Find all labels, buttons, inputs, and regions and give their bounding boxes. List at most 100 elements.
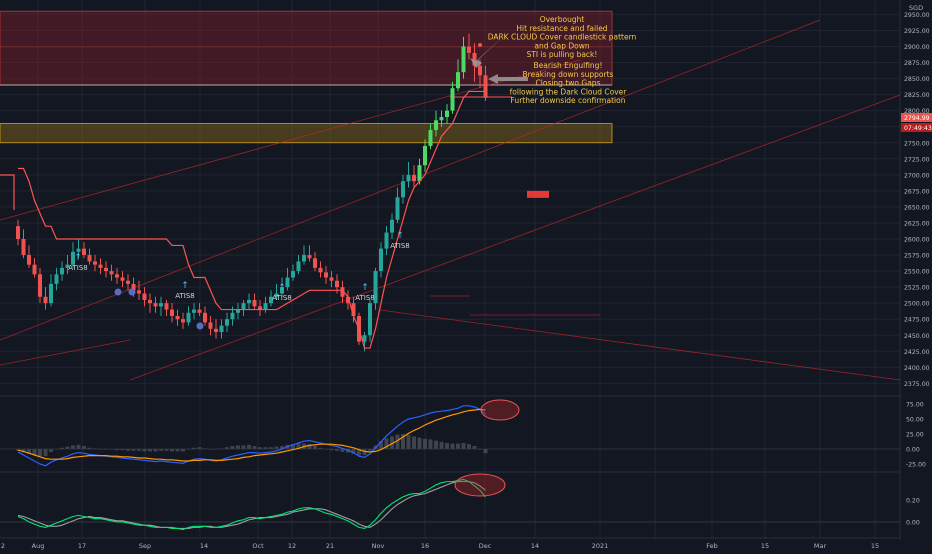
macd-histogram-bar <box>148 449 152 452</box>
countdown-tag <box>901 123 932 132</box>
signal-label: ATIS8 <box>355 294 374 302</box>
macd-histogram-bar <box>450 443 455 449</box>
candle-body <box>285 277 290 288</box>
macd-histogram-bar <box>472 446 477 449</box>
candle-body <box>296 261 301 272</box>
macd-histogram-bar <box>16 449 20 451</box>
macd-histogram-bar <box>241 445 246 449</box>
macd-histogram-bar <box>27 449 31 454</box>
candle-body <box>142 293 147 300</box>
support-zone <box>0 123 613 144</box>
macd-histogram-bar <box>38 449 42 457</box>
signal-markers: ↑ATIS8↑ATIS8↑ATIS8↑ATIS8↑ATIS8 <box>68 231 410 330</box>
macd-histogram-bar <box>307 444 312 449</box>
axis-background <box>901 0 932 550</box>
stoch-tick-label: 0.00 <box>906 519 920 526</box>
macd-histogram-bar <box>368 449 372 451</box>
time-tick-label: Nov <box>372 542 385 550</box>
macd-signal-line <box>17 408 486 462</box>
macd-histogram-bar <box>131 449 136 451</box>
candle-body <box>153 303 158 307</box>
candle-body <box>384 232 389 249</box>
time-tick-label: Mar <box>814 542 827 550</box>
candle-body <box>346 296 350 304</box>
macd-histogram-bar <box>445 443 449 449</box>
candle-body <box>313 258 317 268</box>
macd-histogram-bar <box>390 436 394 449</box>
candle-body <box>478 65 482 76</box>
macd-histogram-bar <box>192 447 196 449</box>
signal-dot <box>196 322 204 330</box>
candle-body <box>181 319 185 323</box>
macd-histogram-bar <box>456 443 460 449</box>
candle-body <box>318 267 323 273</box>
stoch-highlight-ellipse <box>454 473 506 497</box>
candle-body <box>93 261 97 265</box>
macd-histogram-bar <box>461 443 466 449</box>
macd-histogram-bar <box>164 449 169 451</box>
macd-histogram-bar <box>142 449 147 452</box>
candle-body <box>269 296 273 304</box>
macd-tick-label: 25.00 <box>906 432 924 439</box>
signal-label: ATIS8 <box>68 264 87 272</box>
candle-body <box>60 267 64 275</box>
last-price-label: 2794.99 <box>904 115 930 122</box>
supertrend-start <box>0 174 15 210</box>
candle-body <box>208 322 213 329</box>
candle-body <box>450 88 455 111</box>
price-tick-label: 2750.00 <box>904 140 930 147</box>
candle-body <box>164 303 169 310</box>
macd-histogram-bar <box>357 449 361 456</box>
candle-body <box>252 299 257 307</box>
macd-histogram-bar <box>258 447 262 449</box>
candle-body <box>423 145 427 166</box>
price-tick-label: 2375.00 <box>904 381 930 388</box>
trend-line <box>379 309 901 381</box>
time-tick-label: Oct <box>252 542 264 550</box>
macd-histogram-bar <box>395 434 400 449</box>
signal-arrow-icon: ↑ <box>74 253 82 263</box>
candle-body <box>27 255 31 265</box>
candle-body <box>461 46 466 73</box>
signal-dot <box>128 288 136 296</box>
candle-body <box>417 165 422 182</box>
candle-body <box>87 255 92 262</box>
candle-body <box>32 264 37 275</box>
macd-histogram-bar <box>351 449 356 454</box>
candle-body <box>445 110 449 118</box>
candle-body <box>43 296 48 304</box>
macd-highlight-ellipse <box>480 399 520 421</box>
macd-histogram-bar <box>197 447 202 449</box>
price-tick-label: 2475.00 <box>904 317 930 324</box>
candle-body <box>472 52 477 66</box>
price-tick-label: 2675.00 <box>904 188 930 195</box>
candle-body <box>351 303 356 316</box>
price-tick-label: 2425.00 <box>904 349 930 356</box>
candle-body <box>16 226 20 239</box>
time-tick-label: 12 <box>288 542 296 550</box>
candle-body <box>148 299 152 304</box>
annotation-top-line: Hit resistance and failed <box>516 24 607 33</box>
candle-body <box>428 129 433 146</box>
candle-body <box>236 309 240 313</box>
macd-histogram-bar <box>65 446 70 449</box>
candle-body <box>247 299 251 304</box>
candle-body <box>49 283 53 304</box>
time-axis-background <box>0 539 932 550</box>
signal-arrow-icon: ↑ <box>181 281 189 291</box>
price-tick-label: 2925.00 <box>904 28 930 35</box>
macd-histogram-bar <box>428 439 433 449</box>
candle-body <box>379 248 383 272</box>
macd-histogram-bar <box>230 446 235 449</box>
candle-body <box>258 306 262 310</box>
candle-body <box>335 280 339 288</box>
trend-line <box>0 59 581 221</box>
candle-body <box>263 303 268 310</box>
candle-body <box>126 280 130 284</box>
macd-histogram-bar <box>32 449 37 455</box>
last-price-tag <box>901 113 932 122</box>
annotation-bottom-line: Bearish Engulfing! <box>534 61 603 70</box>
candle-body <box>373 271 378 304</box>
